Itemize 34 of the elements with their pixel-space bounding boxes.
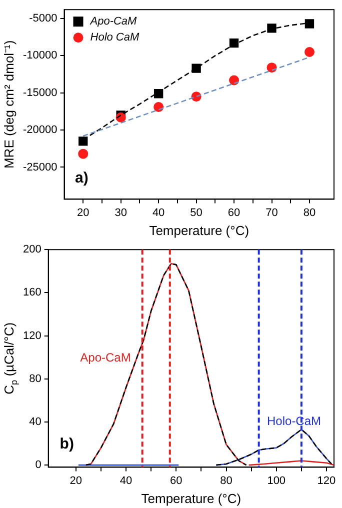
annotation: Apo-CaM (80, 350, 131, 365)
y-tick-label: -25000 (22, 161, 58, 174)
x-tick-label: 20 (76, 206, 90, 219)
x-tick-label: 30 (114, 206, 127, 219)
y-tick-label: -5000 (29, 12, 58, 25)
x-axis-title: Temperature (°C) (149, 222, 250, 238)
x-tick-label: 40 (120, 474, 132, 487)
legend-label: Apo-CaM (89, 16, 138, 28)
y-axis-title: MRE (deg cm² dmol⁻¹) (2, 40, 17, 169)
x-tick-label: 60 (170, 474, 182, 487)
x-tick-label: 100 (267, 474, 286, 487)
y-tick-label: 80 (29, 372, 42, 385)
legend-label: Holo CaM (90, 32, 140, 44)
x-axis-title: Temperature (°C) (141, 490, 242, 506)
annotation: b) (60, 436, 74, 453)
annotation: Holo-CaM (267, 414, 322, 428)
y-tick-label: 120 (22, 330, 42, 342)
x-tick-label: 40 (152, 206, 165, 219)
x-tick-label: 60 (228, 206, 240, 219)
x-tick-label: 20 (70, 474, 82, 487)
x-tick-label: 120 (317, 474, 336, 487)
y-tick-label: 200 (22, 244, 42, 256)
y-tick-label: 160 (22, 286, 42, 299)
y-tick-label: 40 (29, 416, 42, 428)
x-tick-label: 50 (190, 206, 202, 219)
y-axis-title: Cp (µCal/°C) (2, 322, 20, 394)
x-tick-label: 70 (266, 206, 278, 219)
x-tick-label: 80 (303, 206, 316, 219)
y-tick-label: 0 (35, 459, 42, 472)
x-tick-label: 80 (220, 474, 232, 487)
y-tick-label: -10000 (22, 50, 58, 62)
annotation: a) (75, 170, 88, 187)
y-tick-label: -20000 (22, 124, 58, 136)
y-tick-label: -15000 (22, 86, 58, 99)
